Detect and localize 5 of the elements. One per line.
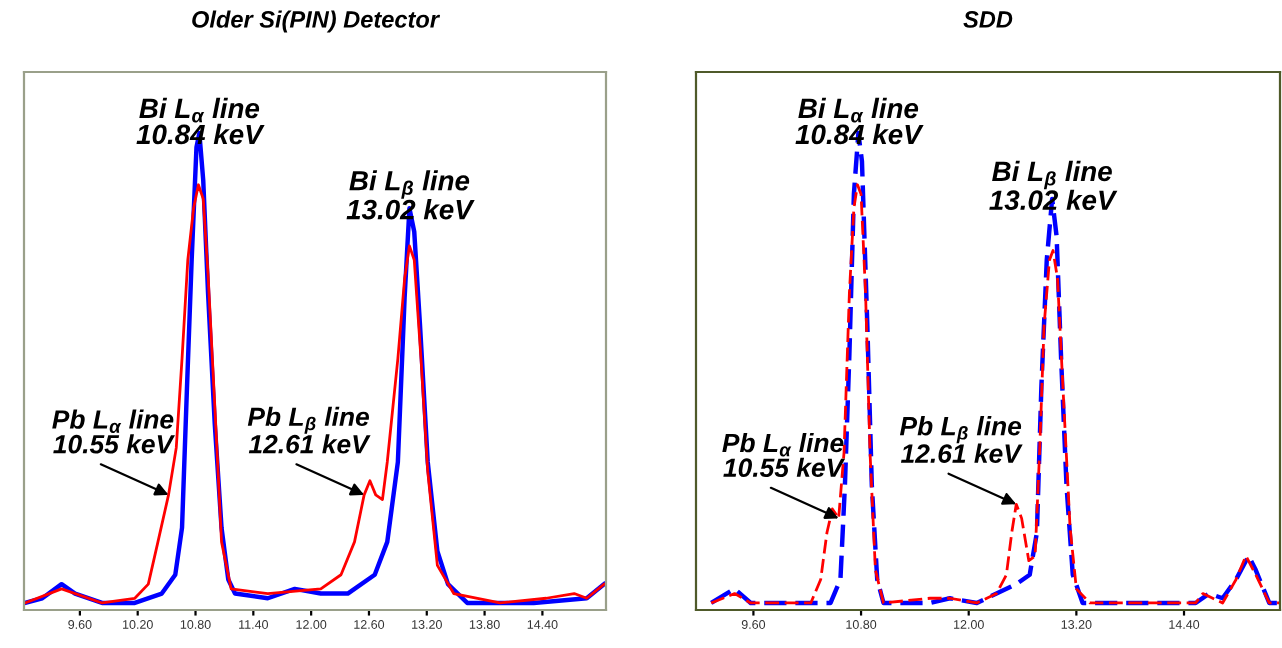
annotation: Pb L$_{β}$ line 12.61 keV: [899, 416, 1023, 463]
chart-title: SDD: [963, 11, 1013, 28]
annotation: Pb L$_{α}$ line 10.55 keV: [52, 409, 175, 454]
annotation: Pb L$_{β}$ line 12.61 keV: [247, 406, 371, 454]
chart-title: Older Si(PIN) Detector: [192, 10, 441, 33]
